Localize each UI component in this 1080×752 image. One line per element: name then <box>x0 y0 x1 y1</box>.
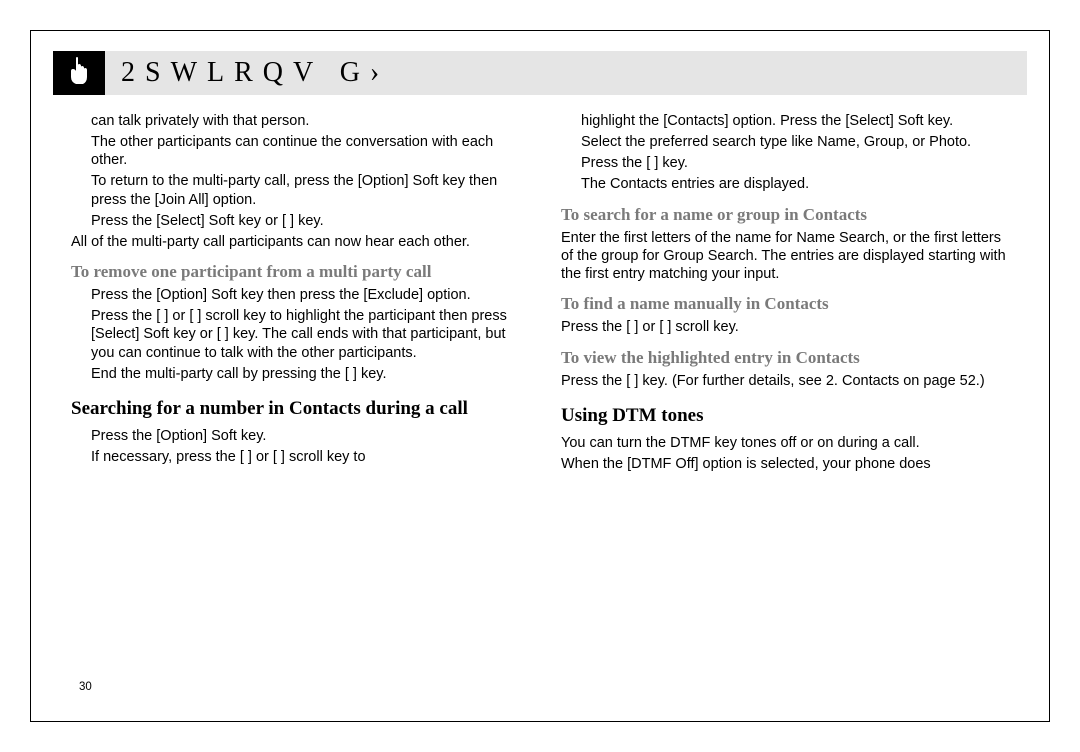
list-item: Press the [ ] or [ ] scroll key to highl… <box>71 307 521 361</box>
list-item: Select the preferred search type like Na… <box>561 133 1011 151</box>
bullet-icon <box>71 212 91 230</box>
list-item: Press the [Option] Soft key then press t… <box>71 286 521 304</box>
heading: Searching for a number in Contacts durin… <box>71 397 521 421</box>
list-item-text: End the multi-party call by pressing the… <box>91 365 521 383</box>
bullet-icon <box>561 133 581 151</box>
body-text: highlight the [Contacts] option. Press t… <box>581 112 1011 130</box>
bullet-icon <box>71 133 91 169</box>
bullet-icon <box>71 286 91 304</box>
list-item: If necessary, press the [ ] or [ ] scrol… <box>71 448 521 466</box>
subheading: To search for a name or group in Contact… <box>561 204 1011 225</box>
list-item: Press the [Select] Soft key or [ ] key. <box>71 212 521 230</box>
page-frame: 2SWLRQV G› can talk privately with that … <box>30 30 1050 722</box>
list-item-text: Press the [Select] Soft key or [ ] key. <box>91 212 521 230</box>
subheading: To view the highlighted entry in Contact… <box>561 347 1011 368</box>
body-text: When the [DTMF Off] option is selected, … <box>561 455 1011 473</box>
content-columns: can talk privately with that person. The… <box>31 109 1049 476</box>
bullet-icon <box>561 175 581 193</box>
list-item: End the multi-party call by pressing the… <box>71 365 521 383</box>
body-text: Press the [ ] key. (For further details,… <box>561 372 1011 390</box>
list-item: To return to the multi-party call, press… <box>71 172 521 208</box>
column-left: can talk privately with that person. The… <box>71 109 521 476</box>
subheading: To remove one participant from a multi p… <box>71 261 521 282</box>
bullet-icon <box>71 448 91 466</box>
body-text: You can turn the DTMF key tones off or o… <box>561 434 1011 452</box>
body-text: Enter the first letters of the name for … <box>561 229 1011 283</box>
body-text: Press the [ ] or [ ] scroll key. <box>561 318 1011 336</box>
list-item-text: Press the [ ] key. <box>581 154 1011 172</box>
list-item-text: Select the preferred search type like Na… <box>581 133 1011 151</box>
list-item-text: The other participants can continue the … <box>91 133 521 169</box>
list-item-text: Press the [Option] Soft key. <box>91 427 521 445</box>
page-number: 30 <box>79 681 92 693</box>
list-item: Press the [ ] key. <box>561 154 1011 172</box>
list-item-text: The Contacts entries are displayed. <box>581 175 1011 193</box>
bullet-icon <box>71 365 91 383</box>
header: 2SWLRQV G› <box>53 51 1027 95</box>
list-item-text: To return to the multi-party call, press… <box>91 172 521 208</box>
list-item: The other participants can continue the … <box>71 133 521 169</box>
column-right: highlight the [Contacts] option. Press t… <box>561 109 1011 476</box>
subheading: To find a name manually in Contacts <box>561 293 1011 314</box>
list-item: The Contacts entries are displayed. <box>561 175 1011 193</box>
heading: Using DTM tones <box>561 404 1011 428</box>
bullet-icon <box>71 427 91 445</box>
list-item: Press the [Option] Soft key. <box>71 427 521 445</box>
bullet-icon <box>561 154 581 172</box>
header-bar: 2SWLRQV G› <box>105 51 1027 95</box>
header-title: 2SWLRQV G› <box>121 57 389 89</box>
hand-pointer-icon <box>70 57 88 90</box>
list-item-text: Press the [ ] or [ ] scroll key to highl… <box>91 307 521 361</box>
body-text: can talk privately with that person. <box>91 112 521 130</box>
body-text: All of the multi-party call participants… <box>71 233 521 251</box>
bullet-icon <box>71 307 91 361</box>
list-item-text: If necessary, press the [ ] or [ ] scrol… <box>91 448 521 466</box>
header-icon-block <box>53 51 105 95</box>
bullet-icon <box>71 172 91 208</box>
list-item-text: Press the [Option] Soft key then press t… <box>91 286 521 304</box>
